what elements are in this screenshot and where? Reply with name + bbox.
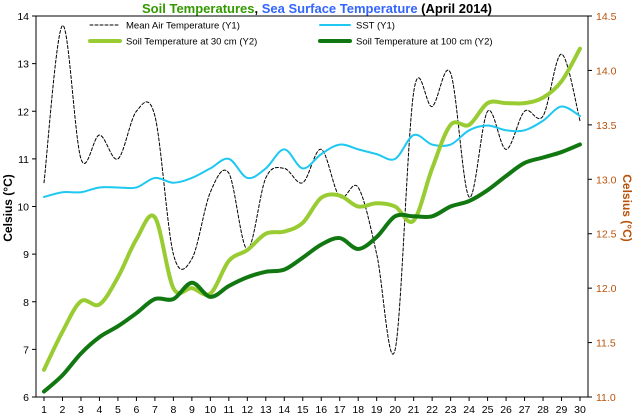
- x-tick-label: 2: [60, 404, 66, 416]
- legend-item-mean-air-temperature-label: Mean Air Temperature (Y1): [126, 21, 240, 32]
- x-tick-label: 4: [97, 404, 103, 416]
- x-tick-label: 12: [241, 404, 253, 416]
- title-part-comma: ,: [254, 1, 261, 16]
- legend-item-sst-label: SST (Y1): [356, 21, 395, 32]
- x-tick-label: 5: [115, 404, 121, 416]
- x-tick-label: 17: [334, 404, 346, 416]
- y2-tick-label: 12.5: [596, 229, 617, 241]
- series-line-soil-30cm: [42, 46, 582, 372]
- x-tick-label: 14: [278, 404, 290, 416]
- y2-axis: 11.0 11.5 12.0 12.5 13.0 13.5 14.0 14.5: [588, 11, 617, 404]
- x-tick-label: 24: [463, 404, 475, 416]
- y2-tick-label: 14.5: [596, 11, 617, 23]
- y2-tick-label: 11.0: [596, 392, 616, 404]
- title-part-soil: Soil Temperatures: [142, 1, 254, 16]
- y2-tick-label: 13.0: [596, 174, 617, 186]
- title-part-sst: Sea Surface Temperature: [262, 1, 418, 16]
- title-part-date: (April 2014): [418, 1, 492, 16]
- y1-tick-label: 10: [17, 202, 29, 214]
- x-tick-label: 21: [408, 404, 420, 416]
- x-tick-label: 26: [500, 404, 512, 416]
- x-tick-label: 20: [389, 404, 401, 416]
- y1-tick-label: 9: [23, 249, 29, 261]
- y1-tick-label: 12: [17, 106, 29, 118]
- y1-axis-label: Celsius (°C): [1, 174, 15, 241]
- x-tick-label: 8: [170, 404, 176, 416]
- y2-tick-label: 13.5: [596, 120, 617, 132]
- series-line-mean-air-temperature: [43, 25, 581, 355]
- legend-item-soil-30cm-label: Soil Temperature at 30 cm (Y2): [126, 37, 257, 48]
- x-tick-label: 19: [371, 404, 383, 416]
- x-tick-label: 27: [519, 404, 531, 416]
- y2-tick-label: 12.0: [596, 283, 617, 295]
- x-tick-label: 15: [297, 404, 309, 416]
- x-tick-label: 9: [189, 404, 195, 416]
- y1-tick-label: 14: [17, 11, 29, 23]
- y1-tick-label: 11: [18, 154, 29, 166]
- chart-title: Soil Temperatures, Sea Surface Temperatu…: [142, 1, 492, 16]
- y2-axis-label: Celsius (°C): [620, 174, 634, 241]
- series-line-sst: [43, 105, 581, 198]
- x-tick-label: 28: [537, 404, 549, 416]
- y1-tick-label: 8: [23, 297, 29, 309]
- legend: Mean Air Temperature (Y1) SST (Y1) Soil Te…: [88, 21, 493, 48]
- x-tick-label: 3: [78, 404, 84, 416]
- x-tick-label: 6: [133, 404, 139, 416]
- y2-tick-label: 14.0: [596, 65, 617, 77]
- x-tick-label: 23: [445, 404, 457, 416]
- x-tick-label: 29: [556, 404, 568, 416]
- series-layer: [42, 25, 582, 394]
- y1-tick-label: 7: [23, 344, 29, 356]
- x-axis: 1 2 3 4 5 6 7 8 9 10 11 12 13 14 15 16 17 18 19 20 21 22 23 24 2…: [41, 397, 586, 416]
- y1-tick-label: 6: [23, 392, 29, 404]
- x-tick-label: 10: [205, 404, 217, 416]
- y1-axis: 6 7 8 9 10 11 12 13 14: [17, 11, 36, 404]
- x-tick-label: 1: [41, 404, 47, 416]
- x-tick-label: 16: [315, 404, 327, 416]
- y2-tick-label: 11.5: [596, 338, 616, 350]
- y1-tick-label: 13: [17, 59, 29, 71]
- x-tick-label: 25: [482, 404, 494, 416]
- x-tick-label: 11: [223, 404, 234, 416]
- x-tick-label: 22: [426, 404, 438, 416]
- x-tick-label: 13: [260, 404, 272, 416]
- series-line-soil-100cm: [42, 142, 582, 394]
- x-tick-label: 18: [352, 404, 364, 416]
- x-tick-label: 7: [152, 404, 158, 416]
- x-tick-label: 30: [574, 404, 586, 416]
- legend-item-soil-100cm-label: Soil Temperature at 100 cm (Y2): [356, 37, 493, 48]
